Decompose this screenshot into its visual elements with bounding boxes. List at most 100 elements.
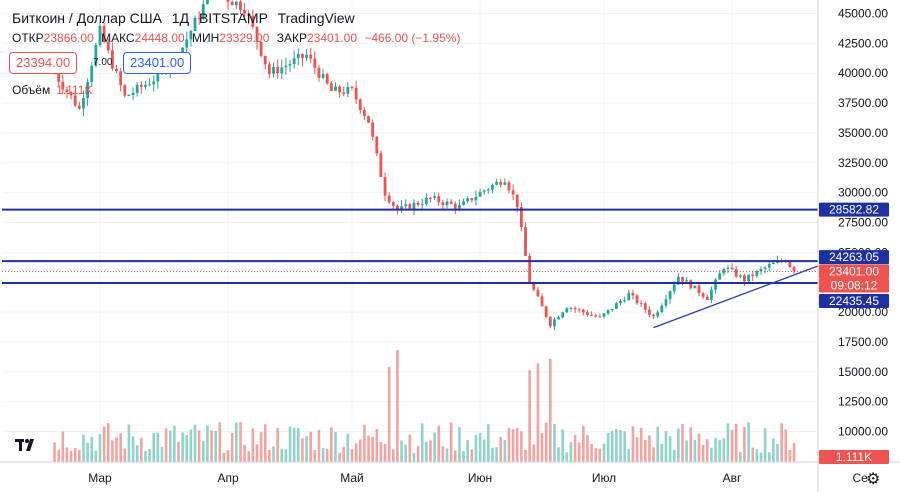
candle-body — [743, 275, 746, 282]
volume-bar — [375, 429, 379, 462]
candle-body — [152, 81, 156, 85]
x-tick-label: Июл — [592, 471, 616, 485]
low-value: 23329.00 — [219, 31, 270, 45]
candle-body — [98, 25, 102, 46]
candle-body — [627, 293, 631, 301]
candle-body — [441, 202, 445, 206]
candle-body — [449, 201, 453, 204]
volume-bar — [317, 430, 321, 462]
volume-bar — [763, 428, 767, 462]
volume-bar — [276, 427, 279, 462]
candle-body — [342, 92, 346, 94]
volume-bar — [697, 433, 701, 462]
candle-body — [734, 269, 738, 277]
volume-bar — [346, 433, 350, 462]
volume-bar — [470, 449, 474, 462]
volume-bar — [106, 423, 110, 462]
volume-bar — [536, 363, 540, 462]
candle-body — [338, 86, 342, 93]
candle-body — [416, 202, 420, 205]
candle-body — [664, 299, 668, 306]
volume-bar — [714, 437, 717, 462]
candle-body — [573, 308, 577, 310]
volume-bar — [466, 439, 469, 462]
sell-button[interactable]: 23394.00 — [9, 52, 78, 74]
volume-bar — [251, 428, 255, 462]
candle-body — [610, 308, 614, 310]
volume-bar — [115, 437, 118, 462]
volume-bar — [189, 429, 193, 462]
close-label: ЗАКР — [276, 31, 307, 45]
candle-body — [230, 1, 234, 6]
volume-bar — [631, 426, 635, 462]
candle-body — [747, 274, 750, 282]
tradingview-logo[interactable] — [14, 436, 40, 454]
y-tick-label: 10000.00 — [838, 425, 888, 439]
symbol-title: Биткоин / Доллар США — [12, 10, 162, 26]
buy-button[interactable]: 23401.00 — [123, 52, 192, 74]
candle-body — [491, 184, 494, 190]
volume-bar — [90, 437, 94, 462]
volume-bar — [557, 447, 560, 462]
level-price-tag-bg — [819, 250, 889, 265]
volume-bar — [354, 443, 358, 462]
volume-bar — [553, 423, 556, 462]
interval-label: 1Д — [171, 10, 190, 26]
volume-bar — [453, 450, 457, 462]
candle-body — [433, 196, 437, 198]
volume-bar — [532, 444, 536, 462]
candle-body — [197, 17, 201, 19]
volume-bar — [747, 422, 750, 462]
volume-bar — [73, 447, 77, 462]
candle-body — [317, 67, 321, 78]
symbol-legend[interactable]: Биткоин / Доллар США 1Д BITSTAMP Trading… — [12, 10, 361, 26]
volume-bar — [305, 436, 308, 462]
candle-body — [726, 267, 730, 270]
volume-bar — [387, 366, 391, 462]
candle-body — [606, 309, 610, 314]
candle-body — [110, 50, 114, 69]
volume-bar — [722, 438, 726, 462]
candle-body — [404, 204, 408, 207]
volume-bar — [111, 440, 114, 462]
volume-bar — [705, 439, 709, 462]
candle-body — [511, 190, 515, 195]
ohlc-values: ОТКР23866.00 МАКС24448.00 МИН23329.00 ЗА… — [12, 31, 464, 45]
volume-bar — [330, 427, 333, 462]
volume-bar — [57, 449, 60, 462]
volume-bar — [334, 432, 337, 462]
volume-tag-bg — [819, 450, 889, 464]
volume-bar — [177, 441, 180, 462]
volume-bar — [594, 448, 598, 462]
candle-body — [325, 74, 329, 84]
volume-bar — [53, 442, 56, 462]
close-value: 23401.00 — [306, 31, 358, 45]
volume-bar — [119, 433, 122, 462]
volume-bar — [685, 440, 688, 462]
volume-bar — [363, 424, 366, 462]
gear-icon[interactable]: ⚙ — [866, 471, 881, 488]
candle-body — [458, 205, 461, 209]
volume-bar — [383, 443, 387, 462]
volume-bar — [503, 440, 507, 462]
candle-body — [693, 285, 697, 289]
volume-bar — [218, 422, 222, 462]
candle-body — [391, 202, 395, 206]
volume-bar — [144, 450, 147, 462]
volume-bar — [263, 424, 267, 462]
volume-bar — [602, 443, 606, 462]
volume-bar — [544, 422, 548, 462]
candle-body — [486, 189, 490, 191]
volume-legend[interactable]: Объём 1.111K — [12, 83, 93, 97]
volume-bar — [528, 370, 531, 462]
volume-bar — [565, 452, 569, 462]
candle-body — [321, 74, 325, 78]
volume-bar — [301, 438, 304, 462]
candle-body — [148, 84, 151, 86]
candle-body — [234, 1, 238, 6]
volume-bar — [672, 449, 676, 462]
candle-body — [697, 285, 701, 294]
candle-body — [586, 312, 589, 315]
